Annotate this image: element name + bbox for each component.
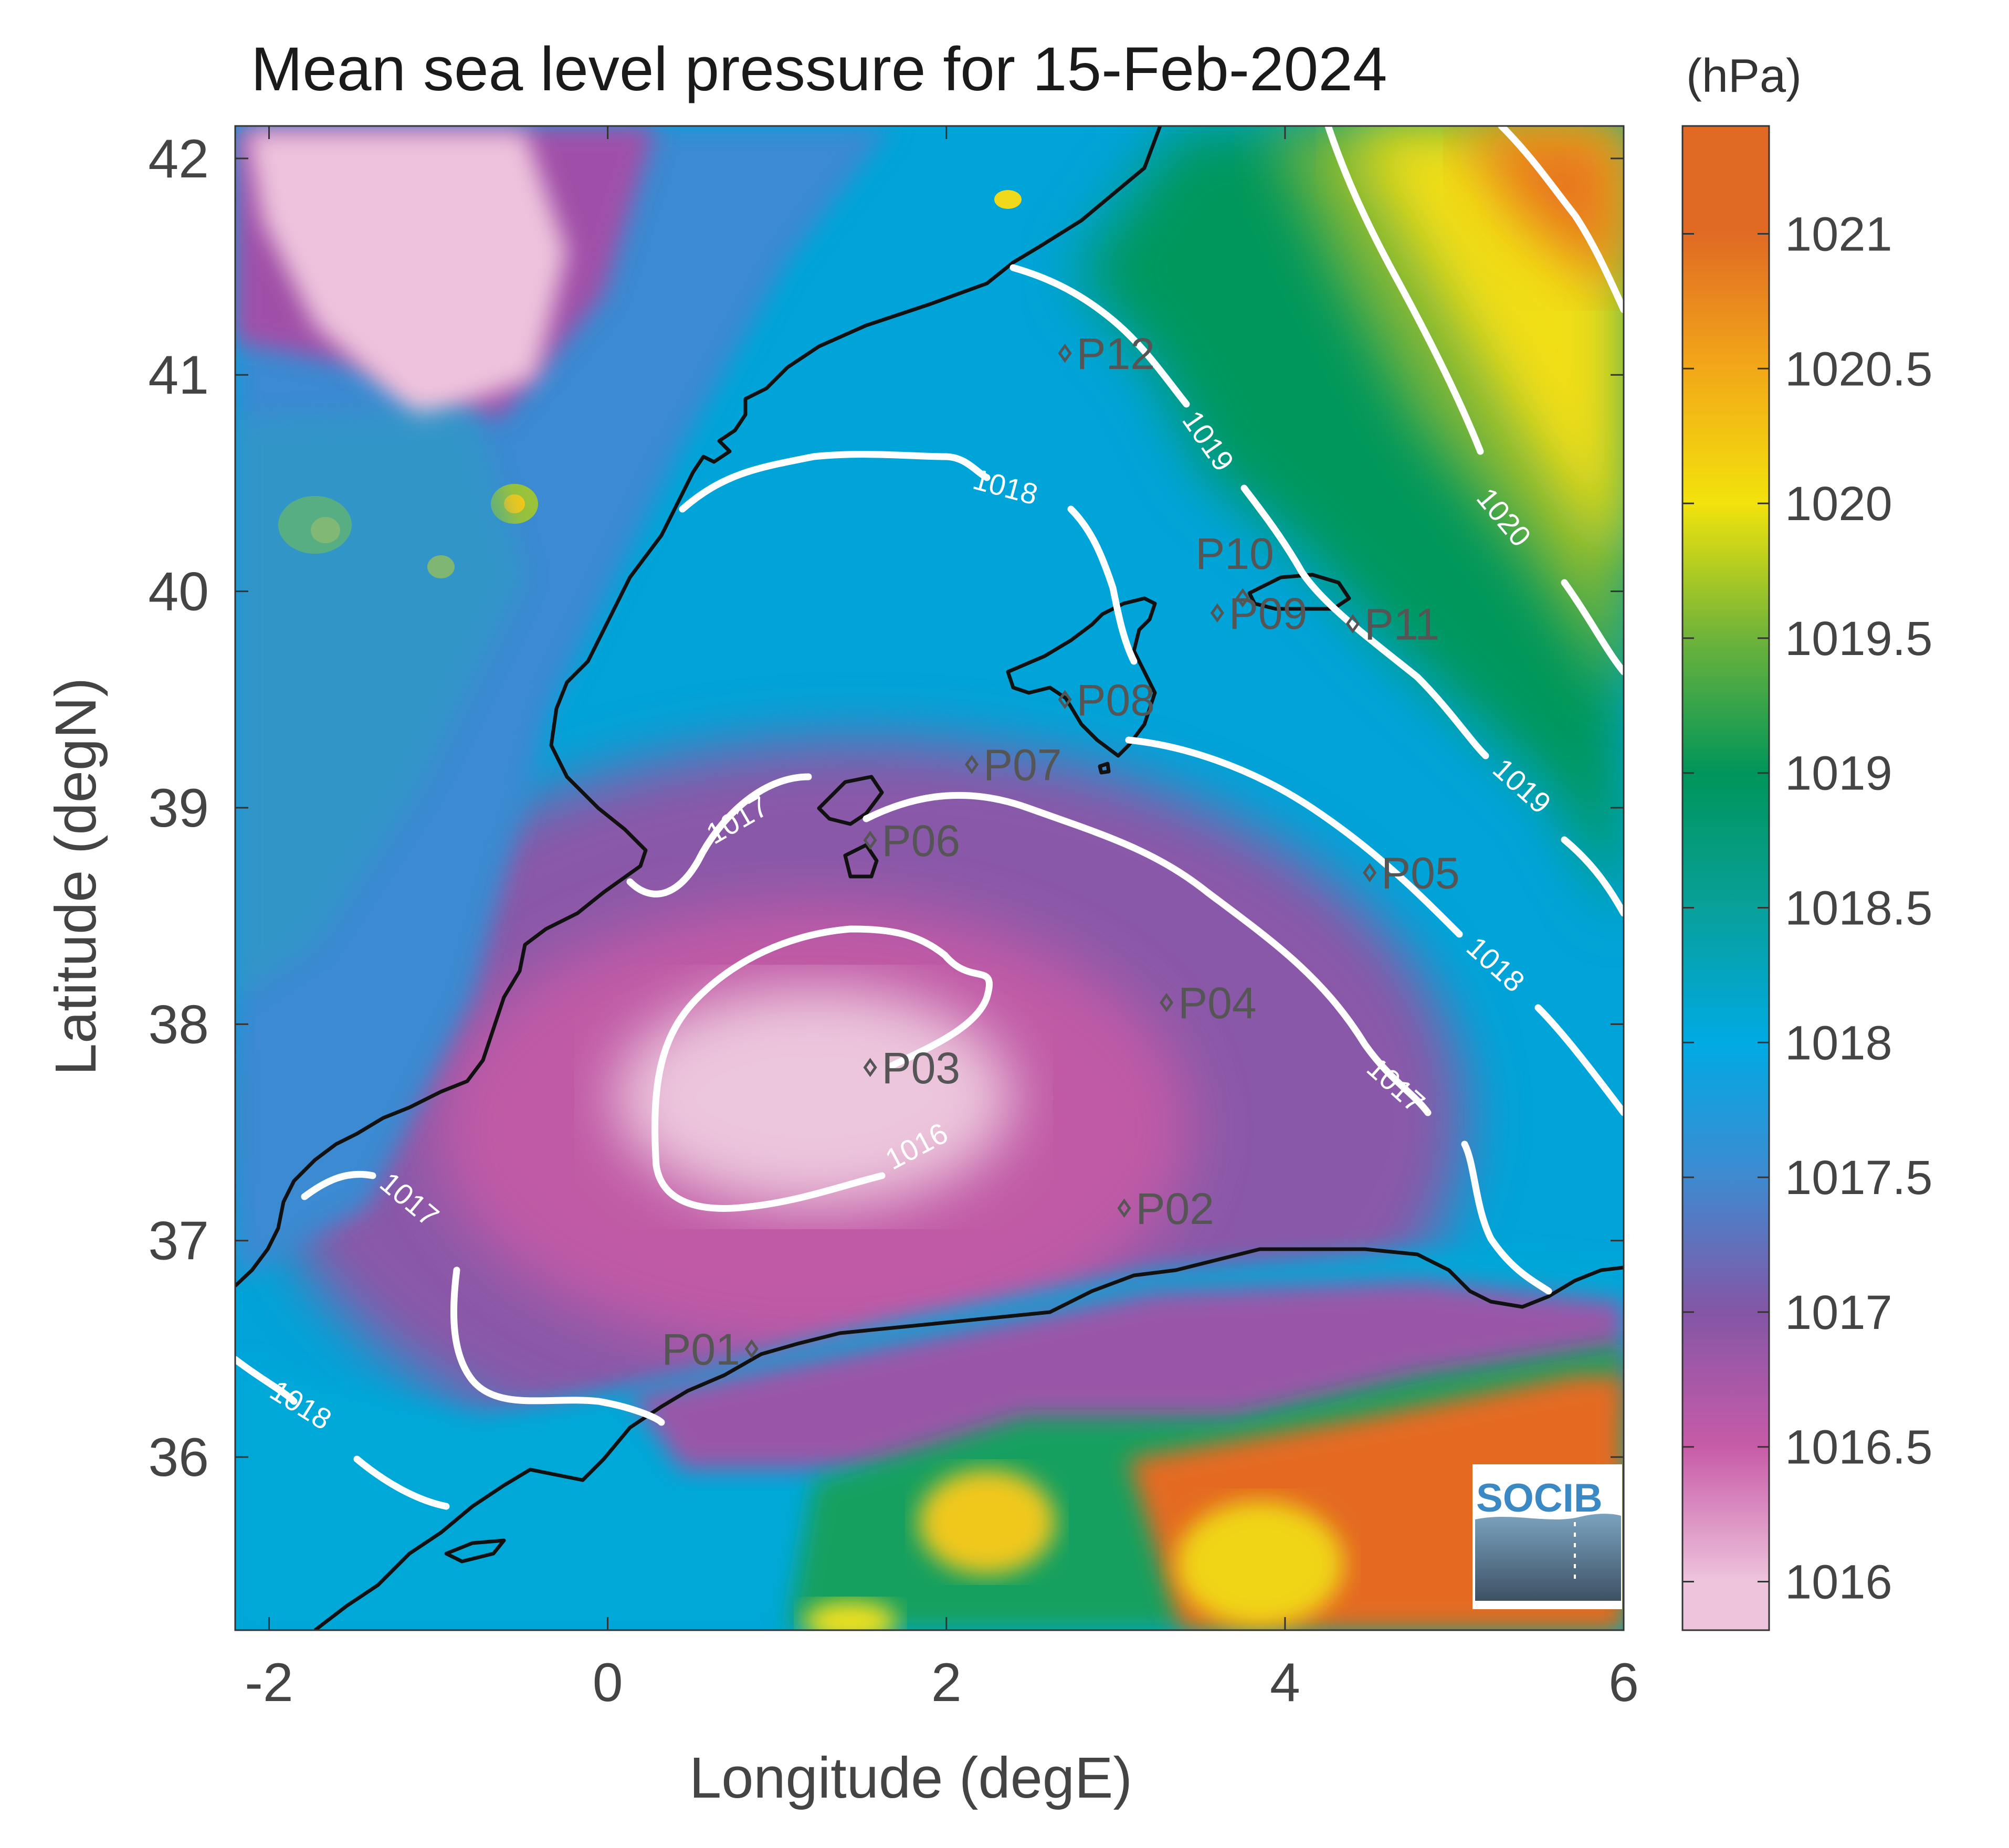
station-marker-icon <box>744 1339 759 1359</box>
chart-title: Mean sea level pressure for 15-Feb-2024 <box>251 35 1387 104</box>
station-label: P12 <box>1077 329 1155 378</box>
station-p12[interactable]: P12 <box>1058 329 1155 378</box>
isobar-1017-east <box>862 791 1432 1116</box>
station-label: P09 <box>1229 589 1307 638</box>
isobar-1017-west <box>301 1170 665 1426</box>
station-p05[interactable]: P05 <box>1363 849 1460 898</box>
y-tick-label: 42 <box>148 129 209 189</box>
station-marker-icon <box>1160 992 1174 1012</box>
station-label: P08 <box>1077 675 1155 725</box>
station-label: P04 <box>1178 978 1256 1028</box>
station-marker-icon <box>1058 343 1072 363</box>
colorbar-tick-label: 1018.5 <box>1785 881 1932 935</box>
x-tick-label: 2 <box>931 1652 962 1713</box>
colorbar-tick-label: 1020.5 <box>1785 342 1932 396</box>
station-marker-icon <box>1058 690 1072 710</box>
station-p11[interactable]: P11 <box>1345 599 1439 649</box>
y-tick-label: 38 <box>148 994 209 1055</box>
isobar-1020 <box>1324 126 1624 675</box>
y-tick-label: 39 <box>148 778 209 839</box>
colorbar-tick-label: 1017 <box>1785 1286 1892 1339</box>
colorbar-tick-label: 1018 <box>1785 1016 1892 1070</box>
isobar-1016 <box>651 925 993 1212</box>
colorbar-tick-label: 1019.5 <box>1785 612 1932 666</box>
y-tick-label: 40 <box>148 562 209 622</box>
station-label: P07 <box>983 741 1061 790</box>
isobar-1018-east <box>1125 736 1624 1116</box>
station-marker-icon <box>965 755 979 774</box>
colorbar-tick-label: 1020 <box>1785 477 1892 531</box>
station-marker-icon <box>1363 863 1377 882</box>
colorbar-unit: (hPa) <box>1686 50 1802 102</box>
cabrera-islet <box>1098 762 1111 775</box>
station-marker-icon <box>1210 603 1224 623</box>
station-label: P01 <box>661 1325 740 1374</box>
station-label: P05 <box>1381 849 1459 898</box>
isobar-1021 <box>1498 126 1624 313</box>
station-marker-icon <box>1345 614 1360 633</box>
station-p03[interactable]: P03 <box>863 1043 960 1093</box>
station-p09[interactable]: P09 <box>1210 589 1307 638</box>
gibraltar-islet <box>444 1538 506 1564</box>
mallorca-coastline <box>1006 596 1157 758</box>
station-p02[interactable]: P02 <box>1117 1184 1214 1233</box>
coastlines <box>235 126 1624 1630</box>
colorbar-frame <box>1681 125 1770 1631</box>
y-axis-ticks: 36 37 38 39 40 41 42 <box>148 129 1624 1488</box>
y-tick-label: 41 <box>148 345 209 406</box>
x-tick-label: 4 <box>1270 1652 1300 1713</box>
station-label: P02 <box>1135 1184 1214 1233</box>
colorbar-tick-label: 1021 <box>1785 207 1892 261</box>
isobars <box>235 126 1624 1510</box>
colorbar-tick-label: 1019 <box>1785 747 1892 800</box>
x-tick-label: 6 <box>1608 1652 1639 1713</box>
station-p06[interactable]: P06 <box>863 816 960 865</box>
y-tick-label: 37 <box>148 1211 209 1272</box>
isobar-1018-southwest <box>235 1356 450 1510</box>
x-axis-label: Longitude (degE) <box>689 1746 1132 1810</box>
y-axis-label: Latitude (degN) <box>44 678 108 1075</box>
station-p08[interactable]: P08 <box>1058 675 1155 725</box>
station-marker-icon <box>1117 1198 1131 1218</box>
x-axis-ticks: -2 0 2 4 6 <box>245 126 1639 1713</box>
plot-frame <box>234 125 1625 1631</box>
colorbar: (hPa) 1016 1016.5 1017 1017.5 1018 1018.5 1019… <box>1681 50 1932 1631</box>
logo-text: SOCIB <box>1476 1476 1603 1520</box>
iberia-coastline <box>235 126 1162 1287</box>
colorbar-tick-label: 1016.5 <box>1785 1421 1932 1474</box>
station-marker-icon <box>863 830 877 850</box>
isobar-1019-north <box>1009 264 1624 917</box>
station-p10[interactable]: P10 <box>1195 529 1274 608</box>
station-p07[interactable]: P07 <box>965 741 1062 790</box>
africa-coastline <box>313 1247 1624 1630</box>
isobar-1017-north <box>626 773 812 897</box>
station-p01[interactable]: P01 <box>661 1325 759 1374</box>
x-tick-label: -2 <box>245 1652 293 1713</box>
station-label: P10 <box>1195 529 1274 578</box>
colorbar-tick-label: 1017.5 <box>1785 1151 1932 1205</box>
menorca-coastline <box>1247 573 1351 611</box>
pressure-field <box>235 126 1624 1630</box>
colorbar-gradient <box>1682 126 1769 1630</box>
station-marker-icon <box>863 1058 877 1078</box>
socib-logo: SOCIB <box>1472 1464 1622 1609</box>
y-tick-label: 36 <box>148 1427 209 1488</box>
station-label: P03 <box>882 1043 960 1093</box>
colorbar-ticks: 1016 1016.5 1017 1017.5 1018 1018.5 1019 1019.5… <box>1682 207 1932 1609</box>
colorbar-tick-label: 1016 <box>1785 1556 1892 1609</box>
station-p04[interactable]: P04 <box>1160 978 1257 1028</box>
formentera-coastline <box>843 843 879 879</box>
x-tick-label: 0 <box>593 1652 623 1713</box>
isobar-1018-north <box>679 451 1138 665</box>
isobar-1017-southeast <box>1461 1141 1552 1295</box>
station-points: P01 P02 P03 P04 P05 P06 P07 P08 P09 P10 P11 P12 <box>661 329 1459 1374</box>
station-label: P06 <box>882 816 960 865</box>
station-marker-icon <box>1236 588 1250 608</box>
ibiza-coastline <box>817 775 884 826</box>
station-label: P11 <box>1364 599 1439 649</box>
